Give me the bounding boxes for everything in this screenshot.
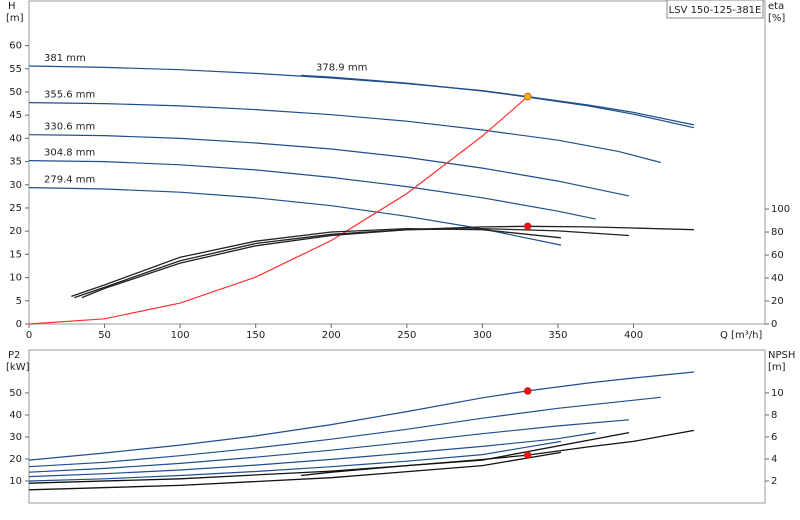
y-tick-label: 15 bbox=[9, 249, 22, 260]
plot-frame bbox=[28, 0, 766, 325]
curve bbox=[28, 134, 630, 197]
curve-label: 279.4 mm bbox=[44, 175, 95, 186]
chart-title: LSV 150-125-381E bbox=[669, 5, 762, 16]
x-tick-label: 100 bbox=[171, 330, 190, 341]
y-tick-label: 20 bbox=[9, 226, 22, 237]
x-tick-label: 350 bbox=[548, 330, 567, 341]
y2-axis-label: eta bbox=[768, 1, 784, 12]
y-axis-unit: [kW] bbox=[6, 362, 30, 373]
y-tick-label: 10 bbox=[9, 273, 22, 284]
y-tick-label: 40 bbox=[9, 133, 22, 144]
y-tick-label: 5 bbox=[16, 296, 22, 307]
x-tick-label: 0 bbox=[26, 330, 32, 341]
x-tick-label: 400 bbox=[624, 330, 643, 341]
y2-tick-label: 80 bbox=[771, 227, 784, 238]
y-tick-label: 35 bbox=[9, 157, 22, 168]
curve-label: 378.9 mm bbox=[316, 62, 367, 73]
operating-point bbox=[523, 387, 532, 395]
curve bbox=[28, 431, 630, 484]
x-axis-label: Q [m³/h] bbox=[720, 330, 762, 341]
y-tick-label: 50 bbox=[9, 87, 22, 98]
curve-label: 330.6 mm bbox=[44, 122, 95, 133]
curve bbox=[28, 371, 695, 461]
y2-tick-label: 8 bbox=[771, 410, 777, 421]
y-tick-label: 40 bbox=[9, 410, 22, 421]
curve bbox=[28, 396, 661, 468]
y-tick-label: 25 bbox=[9, 203, 22, 214]
y2-tick-label: 2 bbox=[771, 476, 777, 487]
x-tick-label: 150 bbox=[246, 330, 265, 341]
curve-label: 381 mm bbox=[44, 53, 86, 64]
curve bbox=[28, 451, 562, 491]
curve-label: 304.8 mm bbox=[44, 148, 95, 159]
curve bbox=[300, 429, 695, 477]
y2-tick-label: 20 bbox=[771, 296, 784, 307]
y-tick-label: 30 bbox=[9, 432, 22, 443]
y2-tick-label: 6 bbox=[771, 432, 777, 443]
y-axis-unit: [m] bbox=[6, 13, 24, 24]
curve-label: 355.6 mm bbox=[44, 90, 95, 101]
y2-tick-label: 40 bbox=[771, 273, 784, 284]
curve bbox=[28, 440, 562, 482]
plot-frame bbox=[28, 349, 766, 504]
curve bbox=[28, 419, 630, 473]
x-tick-label: 250 bbox=[397, 330, 416, 341]
x-tick-label: 300 bbox=[473, 330, 492, 341]
y2-tick-label: 60 bbox=[771, 250, 784, 261]
curve bbox=[28, 65, 695, 126]
curve bbox=[74, 227, 630, 299]
x-tick-label: 200 bbox=[322, 330, 341, 341]
y-axis-label: H bbox=[8, 1, 16, 12]
y2-tick-label: 4 bbox=[771, 454, 777, 465]
y-axis-label: P2 bbox=[8, 350, 20, 361]
curve bbox=[71, 227, 562, 298]
curve bbox=[28, 432, 596, 478]
y-tick-label: 10 bbox=[9, 476, 22, 487]
curve bbox=[81, 225, 695, 299]
y2-axis-label: NPSH bbox=[768, 350, 795, 361]
curve bbox=[28, 102, 661, 164]
y-tick-label: 20 bbox=[9, 454, 22, 465]
y-tick-label: 30 bbox=[9, 180, 22, 191]
y-tick-label: 45 bbox=[9, 110, 22, 121]
operating-point bbox=[523, 92, 532, 101]
curve bbox=[28, 96, 529, 325]
x-tick-label: 50 bbox=[98, 330, 111, 341]
y2-axis-unit: [m] bbox=[768, 362, 786, 373]
curve bbox=[300, 74, 695, 129]
y2-axis-unit: [%] bbox=[768, 13, 785, 24]
title-box bbox=[666, 0, 764, 19]
y2-tick-label: 100 bbox=[771, 204, 790, 215]
operating-point bbox=[523, 222, 532, 231]
y2-tick-label: 0 bbox=[771, 319, 777, 330]
y-tick-label: 0 bbox=[16, 319, 22, 330]
y-tick-label: 50 bbox=[9, 388, 22, 399]
y-tick-label: 55 bbox=[9, 64, 22, 75]
y2-tick-label: 10 bbox=[771, 388, 784, 399]
y-tick-label: 60 bbox=[9, 41, 22, 52]
operating-point bbox=[523, 451, 532, 459]
curve bbox=[28, 160, 596, 220]
